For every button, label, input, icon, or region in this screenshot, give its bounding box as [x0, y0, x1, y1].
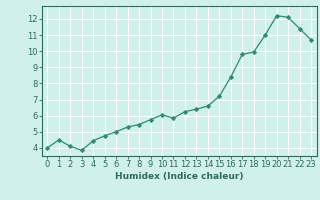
X-axis label: Humidex (Indice chaleur): Humidex (Indice chaleur) [115, 172, 244, 181]
